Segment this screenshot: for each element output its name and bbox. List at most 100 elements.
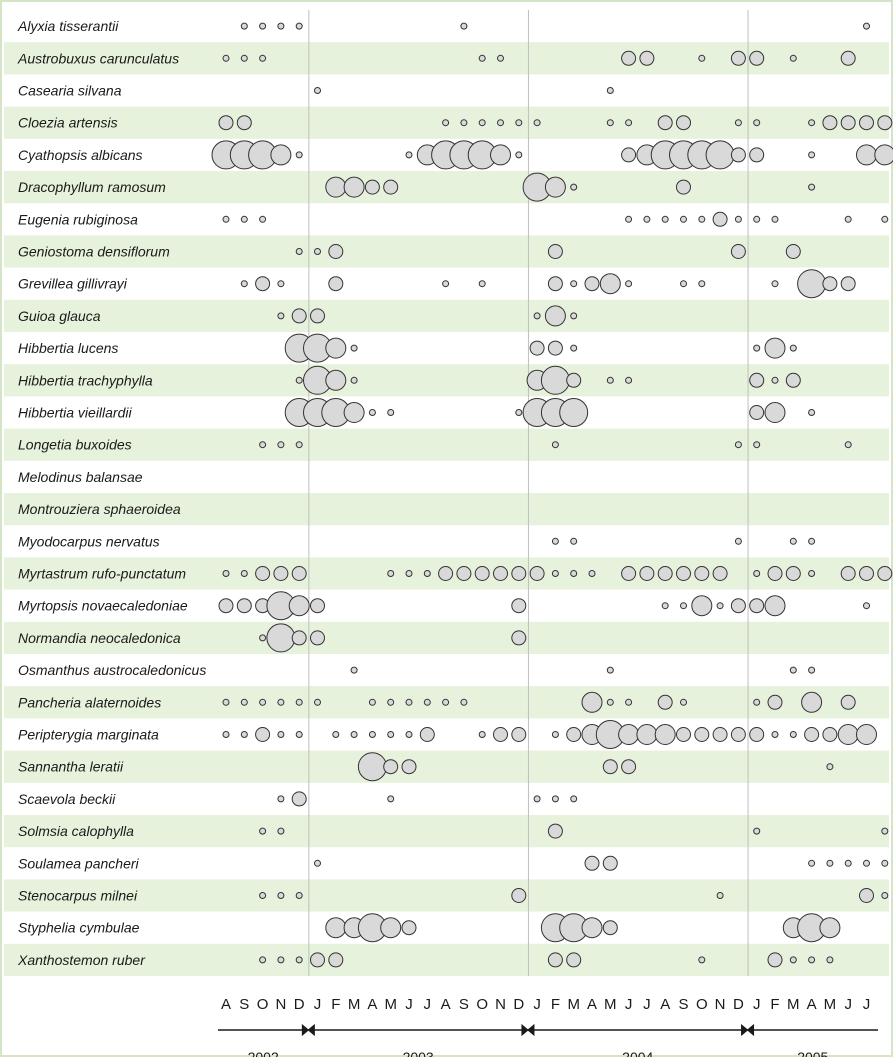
species-label-alyxia-tisserantii: Alyxia tisserantii bbox=[17, 18, 119, 34]
bubble-soulamea-pancheri-m33 bbox=[826, 859, 834, 867]
species-label-austrobuxus-carunculatus: Austrobuxus carunculatus bbox=[17, 50, 179, 66]
bubble-eugenia-rubiginosa-m23 bbox=[643, 215, 651, 223]
species-label-eugenia-rubiginosa: Eugenia rubiginosa bbox=[18, 211, 138, 227]
species-label-hibbertia-lucens: Hibbertia lucens bbox=[18, 340, 118, 356]
bubble-alyxia-tisserantii-m1 bbox=[240, 22, 248, 30]
bubble-peripterygia-marginata-m19 bbox=[566, 727, 582, 742]
bubble-myrtastrum-rufo-punctatum-m16 bbox=[511, 566, 527, 581]
bubble-myrtastrum-rufo-punctatum-m2 bbox=[255, 566, 271, 581]
bubble-xanthostemon-ruber-m30 bbox=[767, 952, 783, 968]
bubble-eugenia-rubiginosa-m30 bbox=[771, 215, 779, 223]
bubble-austrobuxus-carunculatus-m23 bbox=[639, 50, 655, 66]
bubble-grevillea-gillivrayi-m19 bbox=[570, 280, 578, 288]
month-tick-8: A bbox=[367, 996, 377, 1013]
month-tick-33: M bbox=[824, 996, 837, 1013]
month-tick-29: J bbox=[753, 996, 761, 1013]
bubble-pancheria-alaternoides-m10 bbox=[405, 698, 413, 706]
bubble-hibbertia-trachyphylla-m22 bbox=[625, 376, 633, 384]
bubble-xanthostemon-ruber-m3 bbox=[277, 956, 285, 964]
bubble-geniostoma-densiflorum-m18 bbox=[547, 244, 563, 259]
month-tick-7: M bbox=[348, 996, 361, 1013]
bubble-cloezia-artensis-m21 bbox=[606, 119, 614, 127]
month-tick-2: O bbox=[257, 996, 269, 1013]
month-tick-31: M bbox=[787, 996, 800, 1013]
bubble-myrtopsis-novaecaledoniae-m28 bbox=[730, 598, 746, 614]
bubble-peripterygia-marginata-m18 bbox=[551, 731, 559, 738]
month-tick-27: N bbox=[715, 996, 726, 1013]
bubble-hibbertia-lucens-m17 bbox=[529, 340, 545, 356]
bubble-geniostoma-densiflorum-m5 bbox=[314, 248, 321, 255]
bubble-cloezia-artensis-m33 bbox=[822, 115, 838, 131]
bubble-sannantha-leratii-m33 bbox=[826, 763, 834, 771]
bubble-eugenia-rubiginosa-m22 bbox=[625, 215, 633, 223]
bubble-scaevola-beckii-m17 bbox=[533, 795, 541, 803]
bubble-dracophyllum-ramosum-m7 bbox=[343, 176, 365, 198]
bubble-cloezia-artensis-m29 bbox=[753, 119, 761, 127]
bubble-peripterygia-marginata-m9 bbox=[387, 731, 395, 738]
bubble-cloezia-artensis-m17 bbox=[533, 119, 541, 127]
bubble-peripterygia-marginata-m29 bbox=[749, 727, 765, 742]
bubble-grevillea-gillivrayi-m30 bbox=[771, 280, 779, 288]
month-tick-18: F bbox=[551, 996, 560, 1013]
bubble-myrtopsis-novaecaledoniae-m27 bbox=[716, 602, 724, 610]
month-tick-1: S bbox=[239, 996, 249, 1013]
bubble-soulamea-pancheri-m5 bbox=[314, 859, 321, 867]
bubble-styphelia-cymbulae-m10 bbox=[401, 920, 417, 936]
bubble-peripterygia-marginata-m0 bbox=[222, 731, 230, 738]
bubble-guioa-glauca-m5 bbox=[310, 308, 325, 324]
bubble-eugenia-rubiginosa-m24 bbox=[661, 215, 669, 223]
row-bands bbox=[4, 42, 889, 976]
month-tick-14: O bbox=[476, 996, 488, 1013]
bubble-soulamea-pancheri-m36 bbox=[881, 859, 889, 867]
bubble-pancheria-alaternoides-m29 bbox=[753, 698, 761, 706]
bubble-peripterygia-marginata-m4 bbox=[295, 731, 303, 738]
bubble-myrtastrum-rufo-punctatum-m4 bbox=[291, 566, 307, 581]
bubble-cyathopsis-albicans-m3 bbox=[270, 144, 292, 166]
bubble-myrtastrum-rufo-punctatum-m1 bbox=[240, 570, 248, 577]
bubble-eugenia-rubiginosa-m0 bbox=[222, 215, 230, 223]
bubble-cloezia-artensis-m14 bbox=[478, 119, 486, 127]
bubble-myodocarpus-nervatus-m32 bbox=[808, 537, 816, 545]
bubble-myrtastrum-rufo-punctatum-m29 bbox=[753, 570, 761, 577]
bubble-normandia-neocaledonica-m3 bbox=[266, 623, 296, 653]
species-label-montrouziera-sphaeroidea: Montrouziera sphaeroidea bbox=[18, 501, 181, 517]
bubble-austrobuxus-carunculatus-m22 bbox=[621, 50, 637, 66]
month-tick-26: O bbox=[696, 996, 708, 1013]
bubble-peripterygia-marginata-m22 bbox=[618, 724, 640, 745]
bubble-longetia-buxoides-m2 bbox=[259, 441, 267, 449]
bubble-grevillea-gillivrayi-m33 bbox=[822, 276, 838, 292]
bubble-normandia-neocaledonica-m16 bbox=[511, 630, 527, 646]
row-band bbox=[4, 299, 889, 332]
bubble-cloezia-artensis-m12 bbox=[442, 119, 450, 127]
bubble-hibbertia-vieillardii-m30 bbox=[764, 402, 786, 423]
bubble-peripterygia-marginata-m11 bbox=[419, 727, 435, 742]
species-label-solmsia-calophylla: Solmsia calophylla bbox=[18, 823, 134, 839]
bubble-hibbertia-vieillardii-m8 bbox=[368, 409, 376, 416]
species-label-xanthostemon-ruber: Xanthostemon ruber bbox=[17, 952, 146, 968]
bubble-xanthostemon-ruber-m6 bbox=[328, 952, 344, 968]
bubble-alyxia-tisserantii-m35 bbox=[863, 22, 870, 30]
bubble-stenocarpus-milnei-m16 bbox=[511, 888, 527, 903]
bubble-cloezia-artensis-m35 bbox=[859, 115, 874, 131]
bubble-cyathopsis-albicans-m29 bbox=[749, 147, 765, 163]
bubble-guioa-glauca-m3 bbox=[277, 312, 285, 320]
bubble-eugenia-rubiginosa-m34 bbox=[844, 215, 852, 223]
row-band bbox=[4, 815, 889, 848]
bubble-longetia-buxoides-m29 bbox=[753, 441, 761, 449]
bubble-styphelia-cymbulae-m20 bbox=[581, 917, 603, 939]
bubble-dracophyllum-ramosum-m18 bbox=[544, 176, 566, 198]
bubble-scaevola-beckii-m4 bbox=[291, 791, 307, 807]
bubble-xanthostemon-ruber-m19 bbox=[566, 952, 582, 968]
bubble-alyxia-tisserantii-m2 bbox=[259, 22, 267, 30]
month-tick-12: A bbox=[441, 996, 451, 1013]
bubble-cloezia-artensis-m1 bbox=[236, 115, 252, 131]
month-tick-5: J bbox=[314, 996, 322, 1013]
species-label-hibbertia-vieillardii: Hibbertia vieillardii bbox=[18, 405, 132, 421]
month-tick-23: J bbox=[643, 996, 651, 1013]
bubble-hibbertia-trachyphylla-m21 bbox=[606, 376, 614, 384]
bubble-stenocarpus-milnei-m35 bbox=[859, 888, 874, 903]
bubble-myrtastrum-rufo-punctatum-m10 bbox=[405, 570, 413, 577]
bubble-solmsia-calophylla-m3 bbox=[277, 827, 285, 835]
bubble-cyathopsis-albicans-m35 bbox=[856, 144, 877, 166]
month-tick-0: A bbox=[221, 996, 231, 1013]
